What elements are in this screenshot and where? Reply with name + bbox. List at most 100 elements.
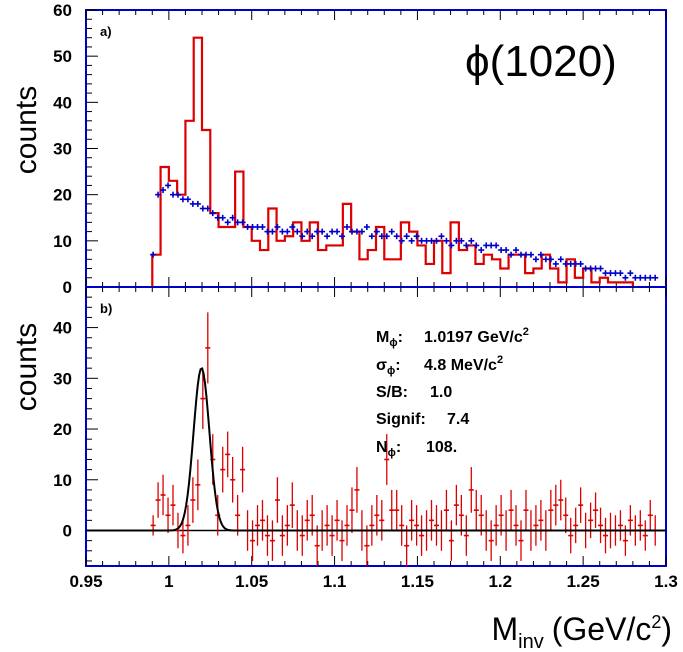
blue-data-point <box>513 247 520 254</box>
y-tick-label: 50 <box>53 47 72 66</box>
red-data-point <box>513 505 519 546</box>
red-data-point <box>468 467 474 513</box>
blue-data-point <box>473 242 480 249</box>
blue-data-point <box>363 223 370 230</box>
stat-signal-background: S/B: 1.0 <box>376 384 452 401</box>
red-data-point <box>225 431 231 478</box>
stat-width: σϕ: 4.8 MeV/c2 <box>376 354 503 377</box>
red-data-point <box>458 494 464 536</box>
blue-data-point <box>284 228 291 235</box>
red-data-point <box>488 520 494 561</box>
red-data-point <box>205 312 211 384</box>
blue-data-point <box>393 233 400 240</box>
blue-data-point <box>622 274 629 281</box>
red-data-point <box>533 505 539 546</box>
red-data-point <box>240 446 246 493</box>
red-data-point <box>155 482 161 518</box>
y-tick-label: 40 <box>53 93 72 112</box>
y-tick-label: 0 <box>63 278 72 297</box>
blue-data-point <box>155 191 162 198</box>
blue-data-point <box>398 237 405 244</box>
red-data-point <box>200 368 206 430</box>
red-data-point <box>394 489 400 531</box>
blue-data-point <box>527 251 534 258</box>
panel-a-y-label: counts <box>10 86 43 174</box>
red-data-point <box>409 500 415 541</box>
x-tick-label: 1.05 <box>235 572 268 591</box>
blue-data-point <box>269 228 276 235</box>
x-tick-label: 1.2 <box>488 572 512 591</box>
blue-data-point <box>403 233 410 240</box>
y-tick-label: 60 <box>53 1 72 20</box>
red-data-point <box>399 505 405 546</box>
red-data-point <box>588 502 594 539</box>
blue-data-point <box>334 228 341 235</box>
blue-data-point <box>229 214 236 221</box>
red-data-point <box>593 492 599 528</box>
blue-data-point <box>373 228 380 235</box>
blue-data-point <box>299 233 306 240</box>
blue-data-point <box>547 256 554 263</box>
red-data-point <box>259 500 265 541</box>
blue-data-point <box>508 251 515 258</box>
blue-data-point <box>448 242 455 249</box>
panel-b-y-label: counts <box>10 323 43 411</box>
red-data-point <box>279 515 285 556</box>
red-data-point <box>642 520 648 551</box>
blue-data-point <box>443 237 450 244</box>
red-data-point <box>299 515 305 556</box>
red-data-point <box>473 489 479 531</box>
blue-data-point <box>324 233 331 240</box>
blue-data-point <box>433 237 440 244</box>
blue-data-point <box>150 251 157 258</box>
blue-data-point <box>165 182 172 189</box>
red-data-point <box>220 446 226 493</box>
panel-b-x-axis: 0.95 1 1.05 1.1 1.15 1.2 1.25 1.3 <box>69 287 678 591</box>
red-data-point <box>419 515 425 556</box>
red-data-point <box>150 515 156 536</box>
x-tick-label: 1.15 <box>401 572 434 591</box>
blue-data-point <box>239 219 246 226</box>
panel-b-label: b) <box>100 301 112 316</box>
blue-data-point <box>274 223 281 230</box>
x-tick-label: 0.95 <box>69 572 102 591</box>
red-data-point <box>493 505 499 546</box>
panel-b-gaussian-fit <box>86 366 666 532</box>
red-data-point <box>369 505 375 546</box>
red-data-point <box>558 479 564 521</box>
blue-data-point <box>537 251 544 258</box>
blue-data-point <box>597 265 604 272</box>
y-tick-label: 20 <box>53 420 72 439</box>
red-data-point <box>563 497 569 534</box>
blue-data-point <box>224 219 231 226</box>
blue-data-point <box>627 270 634 277</box>
panel-a-invariant-mass-histogram: 0 10 20 30 40 50 60 a) ϕ(1020) counts <box>10 1 667 297</box>
red-data-point <box>548 489 554 531</box>
blue-data-point <box>344 223 350 230</box>
blue-data-point <box>368 233 375 240</box>
x-tick-label: 1.1 <box>323 572 347 591</box>
y-tick-label: 0 <box>63 521 72 540</box>
panel-a-blue-points <box>150 182 659 281</box>
x-tick-label: 1.25 <box>567 572 600 591</box>
stat-significance: Signif: 7.4 <box>376 411 469 428</box>
blue-data-point <box>468 237 475 244</box>
panel-b-y-axis: 0 10 20 30 40 <box>53 296 98 562</box>
panel-a-y-axis: 0 10 20 30 40 50 60 <box>53 1 98 297</box>
red-data-point <box>185 505 191 546</box>
red-data-point <box>463 515 469 556</box>
red-data-point <box>344 505 350 546</box>
red-data-point <box>264 515 270 556</box>
blue-data-point <box>408 237 415 244</box>
red-data-point <box>269 520 275 561</box>
blue-data-point <box>557 256 564 263</box>
blue-data-point <box>219 214 226 221</box>
x-axis-label: Minv (GeV/c2) <box>492 611 672 652</box>
blue-data-point <box>383 233 390 240</box>
red-data-point <box>364 525 370 566</box>
red-data-point <box>389 489 395 531</box>
red-data-point <box>160 474 166 516</box>
blue-data-point <box>160 187 167 194</box>
red-data-point <box>568 517 574 554</box>
